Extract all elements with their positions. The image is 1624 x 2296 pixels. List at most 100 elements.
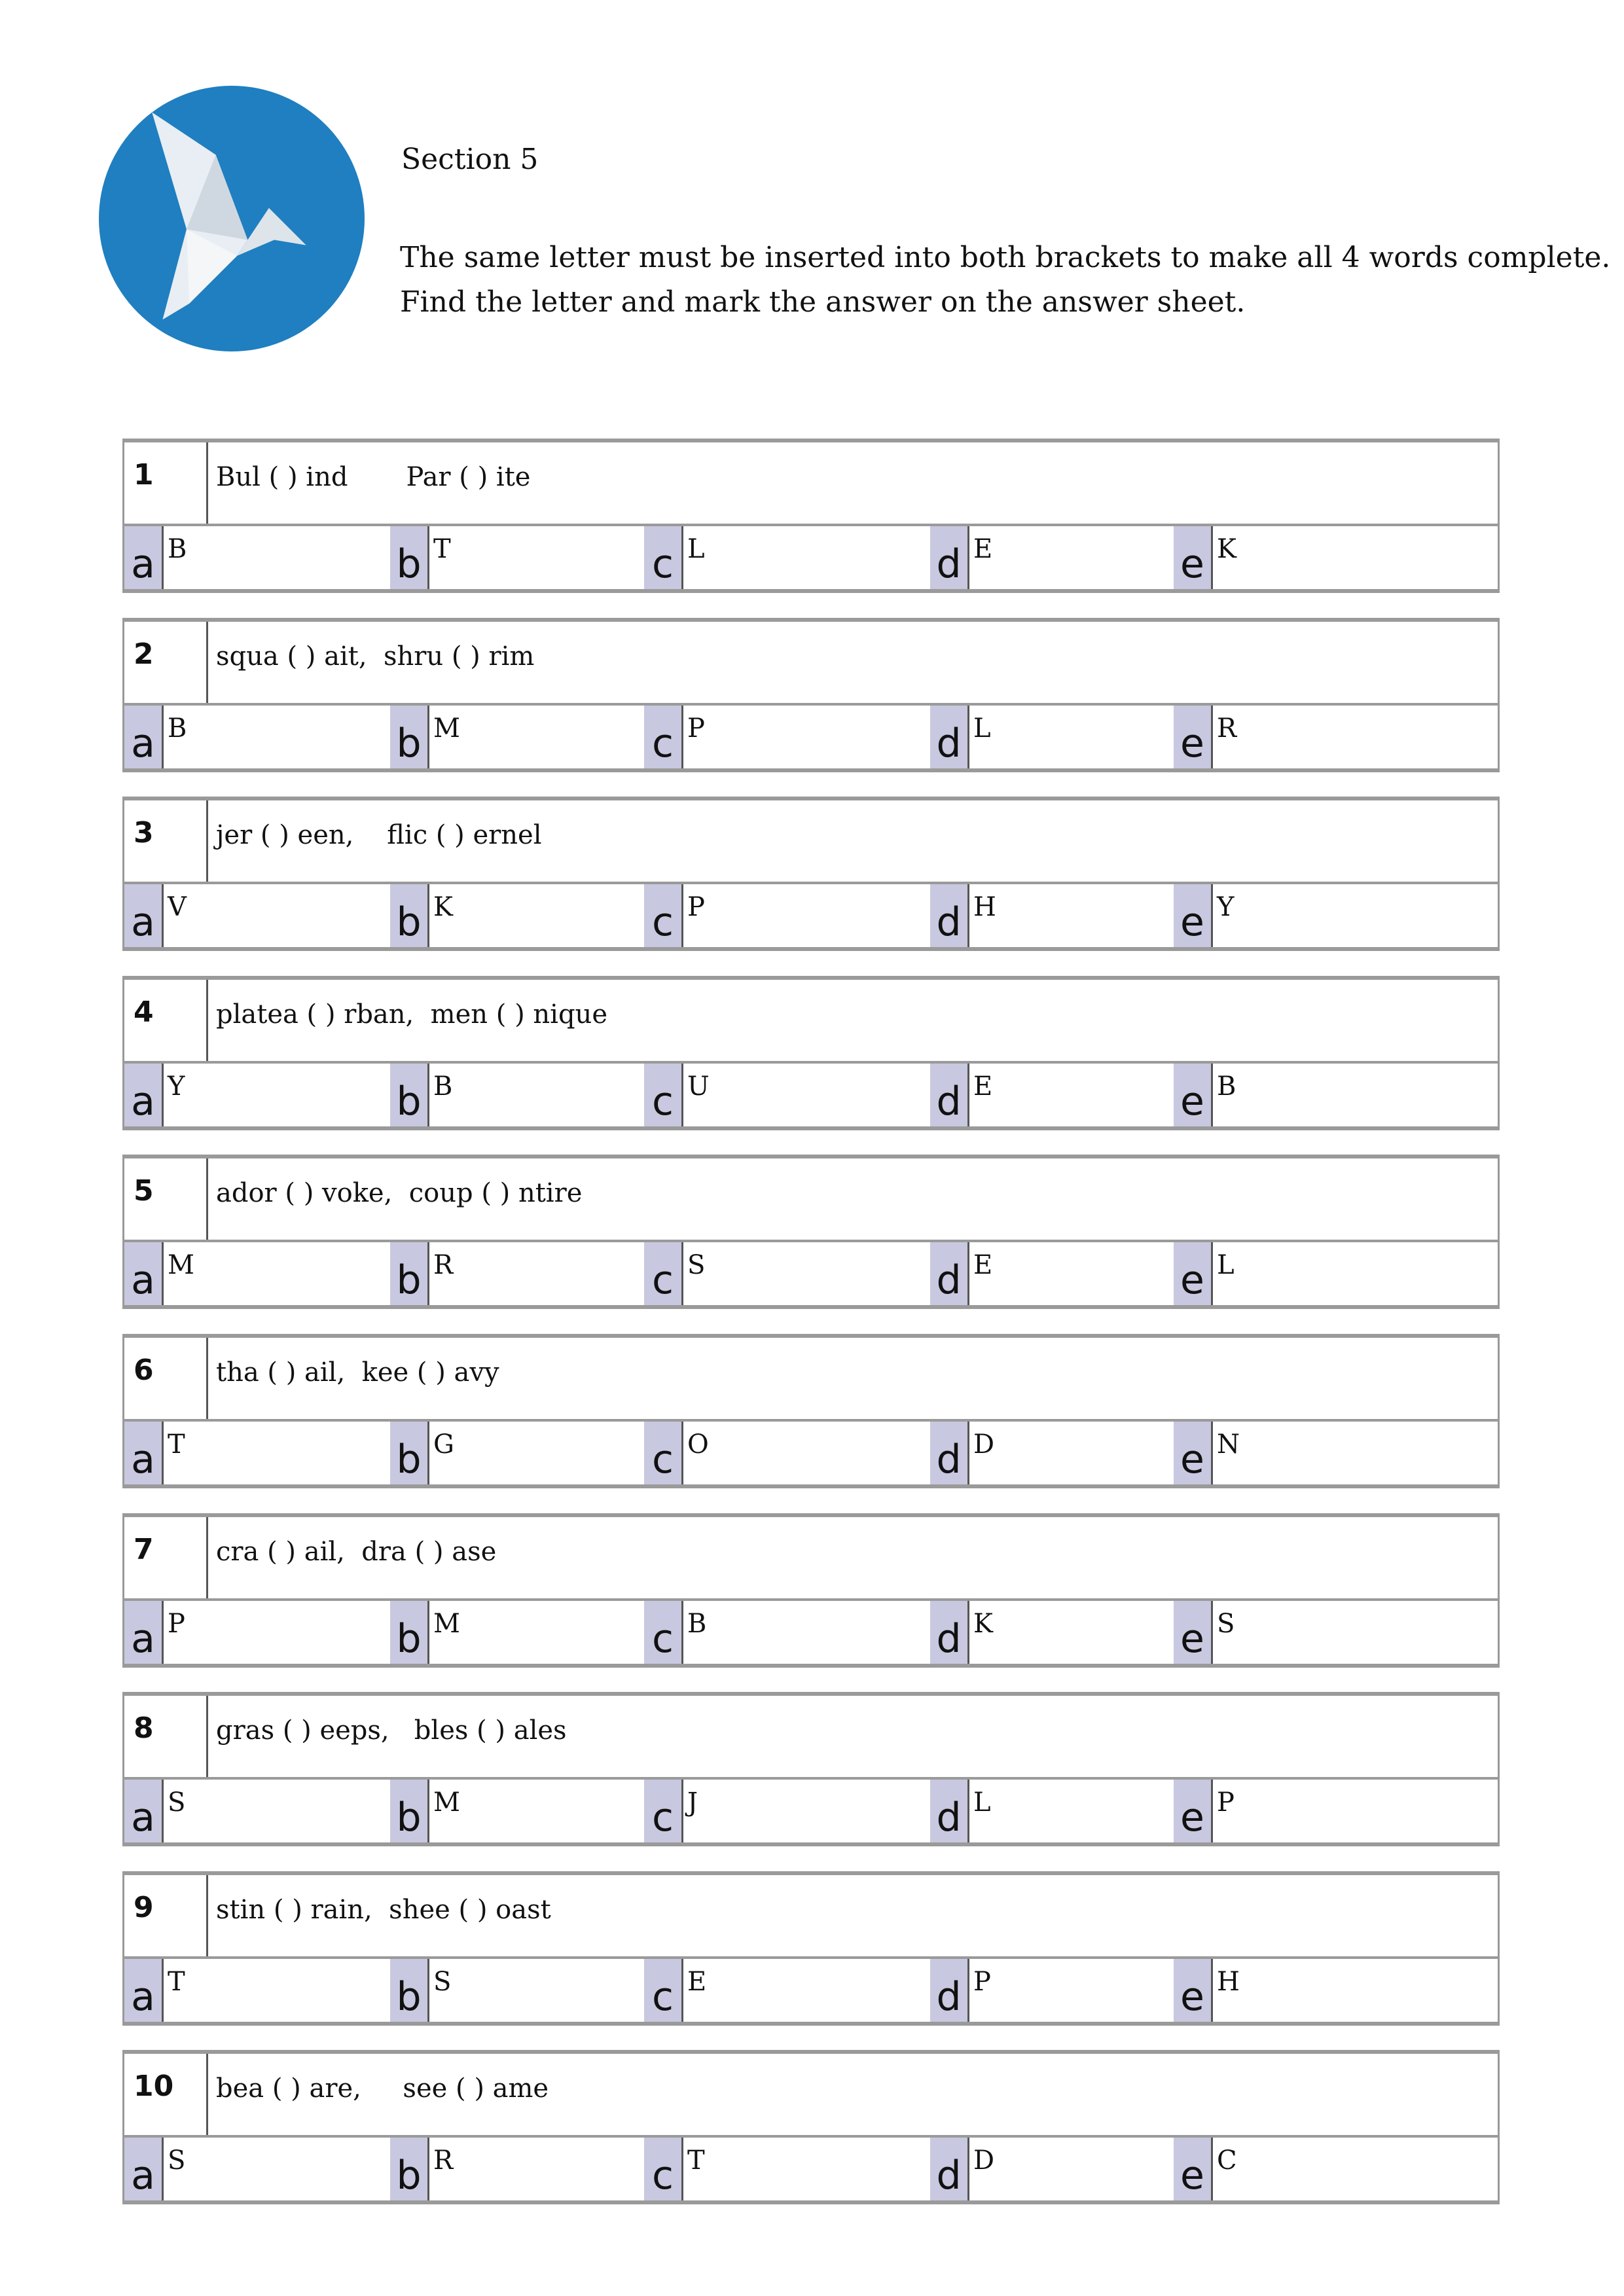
answer-row: a B b T c L d E e K bbox=[122, 526, 1500, 593]
question-number: 8 bbox=[124, 1696, 208, 1778]
option-value: U bbox=[687, 1071, 710, 1102]
question-block: 9 stin ( ) rain, shee ( ) oast a T b S c… bbox=[122, 1871, 1500, 2026]
option-value: P bbox=[687, 713, 705, 744]
option-label: a bbox=[124, 1422, 164, 1484]
question-row: 5 ador ( ) voke, coup ( ) ntire bbox=[122, 1155, 1500, 1244]
question-number: 4 bbox=[124, 979, 208, 1061]
option-value: T bbox=[168, 1966, 185, 1997]
option-label: c bbox=[644, 1063, 683, 1126]
option-value: R bbox=[433, 1250, 454, 1281]
question-number: 2 bbox=[124, 621, 208, 703]
question-row: 9 stin ( ) rain, shee ( ) oast bbox=[122, 1871, 1500, 1960]
option-label: a bbox=[124, 1958, 164, 2022]
option-label: b bbox=[390, 1422, 429, 1484]
option-label: d bbox=[930, 1600, 969, 1664]
instruction-line: Find the letter and mark the answer on t… bbox=[400, 285, 1246, 319]
option-value: C bbox=[1217, 2145, 1237, 2176]
option-label: c bbox=[644, 1422, 683, 1484]
question-block: 3 jer ( ) een, flic ( ) ernel a V b K c … bbox=[122, 797, 1500, 952]
option-value: K bbox=[973, 1608, 993, 1639]
option-value: G bbox=[433, 1429, 454, 1460]
option-label: a bbox=[124, 1242, 164, 1306]
question-block: 2 squa ( ) ait, shru ( ) rim a B b M c P… bbox=[122, 617, 1500, 772]
option-label: e bbox=[1174, 1422, 1213, 1484]
option-label: e bbox=[1174, 1242, 1213, 1306]
answer-row: a P b M c B d K e S bbox=[122, 1600, 1500, 1668]
option-label: d bbox=[930, 1422, 969, 1484]
option-label: b bbox=[390, 1063, 429, 1126]
option-label: a bbox=[124, 1063, 164, 1126]
origami-bird-logo-icon bbox=[99, 86, 365, 351]
option-label: d bbox=[930, 1958, 969, 2022]
option-label: c bbox=[644, 884, 683, 948]
option-value: K bbox=[433, 892, 453, 923]
question-block: 8 gras ( ) eeps, bles ( ) ales a S b M c… bbox=[122, 1692, 1500, 1847]
option-value: B bbox=[168, 713, 187, 744]
question-number: 6 bbox=[124, 1338, 208, 1419]
option-label: e bbox=[1174, 1600, 1213, 1664]
question-row: 10 bea ( ) are, see ( ) ame bbox=[122, 2050, 1500, 2140]
option-value: N bbox=[1217, 1429, 1240, 1460]
option-label: e bbox=[1174, 884, 1213, 948]
option-value: S bbox=[1217, 1608, 1235, 1639]
option-label: c bbox=[644, 1600, 683, 1664]
option-label: a bbox=[124, 526, 164, 589]
option-label: e bbox=[1174, 526, 1213, 589]
option-label: d bbox=[930, 1242, 969, 1306]
option-value: S bbox=[168, 2145, 186, 2176]
question-row: 4 platea ( ) rban, men ( ) nique bbox=[122, 975, 1500, 1065]
option-value: M bbox=[433, 1608, 460, 1639]
question-number: 3 bbox=[124, 800, 208, 882]
option-value: B bbox=[1217, 1071, 1236, 1102]
option-label: a bbox=[124, 2138, 164, 2201]
option-value: E bbox=[973, 534, 993, 564]
option-label: d bbox=[930, 1780, 969, 1843]
option-label: b bbox=[390, 2138, 429, 2201]
answer-row: a S b R c T d D e C bbox=[122, 2138, 1500, 2205]
question-row: 8 gras ( ) eeps, bles ( ) ales bbox=[122, 1692, 1500, 1782]
option-label: a bbox=[124, 1780, 164, 1843]
option-value: H bbox=[973, 892, 996, 923]
option-value: S bbox=[687, 1250, 706, 1281]
option-label: c bbox=[644, 705, 683, 768]
question-block: 4 platea ( ) rban, men ( ) nique a Y b B… bbox=[122, 975, 1500, 1130]
option-label: b bbox=[390, 884, 429, 948]
option-label: a bbox=[124, 705, 164, 768]
answer-row: a T b S c E d P e H bbox=[122, 1958, 1500, 2026]
option-value: L bbox=[687, 534, 705, 564]
question-block: 10 bea ( ) are, see ( ) ame a S b R c T … bbox=[122, 2050, 1500, 2205]
question-text: gras ( ) eeps, bles ( ) ales bbox=[216, 1715, 567, 1746]
option-value: T bbox=[433, 534, 451, 564]
option-value: S bbox=[433, 1966, 452, 1997]
option-value: P bbox=[168, 1608, 185, 1639]
question-text: platea ( ) rban, men ( ) nique bbox=[216, 999, 607, 1030]
question-row: 2 squa ( ) ait, shru ( ) rim bbox=[122, 617, 1500, 707]
option-value: B bbox=[433, 1071, 453, 1102]
option-value: V bbox=[168, 892, 187, 923]
option-label: a bbox=[124, 1600, 164, 1664]
option-label: b bbox=[390, 1600, 429, 1664]
option-label: b bbox=[390, 1242, 429, 1306]
option-value: L bbox=[973, 713, 991, 744]
option-label: b bbox=[390, 705, 429, 768]
instruction-line: The same letter must be inserted into bo… bbox=[400, 241, 1611, 274]
question-text: squa ( ) ait, shru ( ) rim bbox=[216, 641, 535, 672]
option-label: d bbox=[930, 705, 969, 768]
question-number: 9 bbox=[124, 1874, 208, 1956]
option-value: D bbox=[973, 1429, 995, 1460]
answer-row: a V b K c P d H e Y bbox=[122, 884, 1500, 952]
option-value: P bbox=[1217, 1787, 1235, 1818]
instructions: The same letter must be inserted into bo… bbox=[400, 236, 1610, 325]
option-label: c bbox=[644, 526, 683, 589]
question-number: 10 bbox=[124, 2054, 208, 2136]
option-label: d bbox=[930, 2138, 969, 2201]
option-label: d bbox=[930, 884, 969, 948]
option-label: e bbox=[1174, 2138, 1213, 2201]
question-text: stin ( ) rain, shee ( ) oast bbox=[216, 1894, 551, 1925]
option-value: E bbox=[973, 1071, 993, 1102]
section-title: Section 5 bbox=[401, 143, 539, 176]
option-value: T bbox=[168, 1429, 185, 1460]
option-value: K bbox=[1217, 534, 1236, 564]
option-value: L bbox=[1217, 1250, 1235, 1281]
answer-row: a Y b B c U d E e B bbox=[122, 1063, 1500, 1130]
